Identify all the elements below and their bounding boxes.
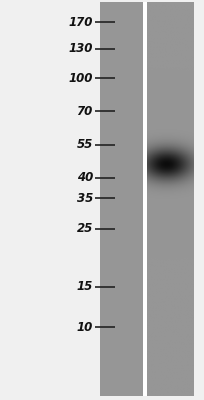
Text: 15: 15 (76, 280, 93, 293)
Text: 10: 10 (76, 321, 93, 334)
Text: 130: 130 (69, 42, 93, 55)
Text: 40: 40 (76, 171, 93, 184)
Text: 170: 170 (69, 16, 93, 28)
Text: 70: 70 (76, 105, 93, 118)
Bar (100, 2, 143, 396)
Bar (147, 2, 194, 396)
Text: 55: 55 (76, 138, 93, 151)
Text: 25: 25 (76, 222, 93, 235)
Text: 100: 100 (69, 72, 93, 84)
Text: 35: 35 (76, 192, 93, 204)
Bar (143, 2, 147, 396)
